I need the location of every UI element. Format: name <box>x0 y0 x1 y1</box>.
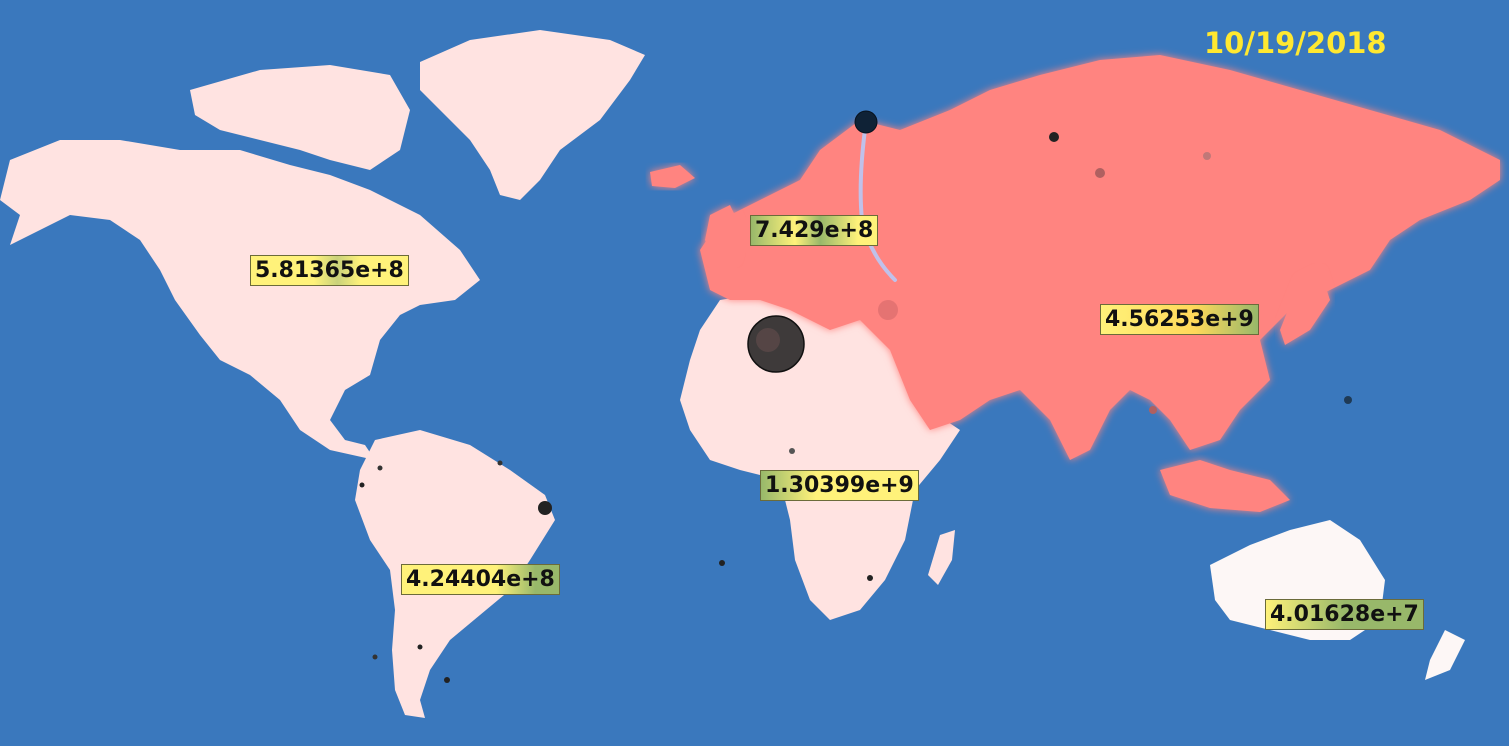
madagascar-landmass <box>928 530 955 585</box>
date-display: 10/19/2018 <box>1204 26 1387 60</box>
chile-bubble <box>372 654 378 660</box>
russia-bubble <box>1049 132 1059 142</box>
india-bubble <box>1149 406 1157 414</box>
british-isles-landmass <box>705 205 742 262</box>
peru-bubble <box>359 482 365 488</box>
asia-value-label: 4.56253e+9 <box>1100 304 1259 335</box>
turkey-bubble <box>878 300 898 320</box>
north-pole-bubble <box>854 110 878 134</box>
east-siberia-bubble <box>1203 152 1211 160</box>
arctic-islands-landmass <box>190 65 410 170</box>
africa-value-label: 1.30399e+9 <box>760 470 919 501</box>
atlantic-bubble <box>719 560 725 566</box>
eurasia-landmass <box>700 55 1500 460</box>
siberia-bubble <box>1095 168 1105 178</box>
andes-bubble <box>377 465 383 471</box>
oceania-value-label: 4.01628e+7 <box>1265 599 1424 630</box>
brazil-north-bubble <box>497 460 503 466</box>
southeast-asia-islands-landmass <box>1160 460 1290 512</box>
argentina-bubble-1 <box>417 644 423 650</box>
africa-landmass <box>680 290 960 620</box>
south-africa-bubble <box>867 575 873 581</box>
japan-landmass <box>1280 270 1330 345</box>
pacific-bubble <box>1344 396 1352 404</box>
argentina-bubble-2 <box>444 677 450 683</box>
new-zealand-landmass <box>1425 630 1465 680</box>
central-africa-bubble <box>789 448 795 454</box>
north-america-value-label: 5.81365e+8 <box>250 255 409 286</box>
south-america-value-label: 4.24404e+8 <box>401 564 560 595</box>
greenland-landmass <box>420 30 645 200</box>
europe-value-label: 7.429e+8 <box>750 215 879 246</box>
north-africa-inner-bubble <box>756 328 780 352</box>
iceland-landmass <box>650 165 695 188</box>
north-america-landmass <box>0 140 480 460</box>
brazil-bubble <box>538 501 552 515</box>
